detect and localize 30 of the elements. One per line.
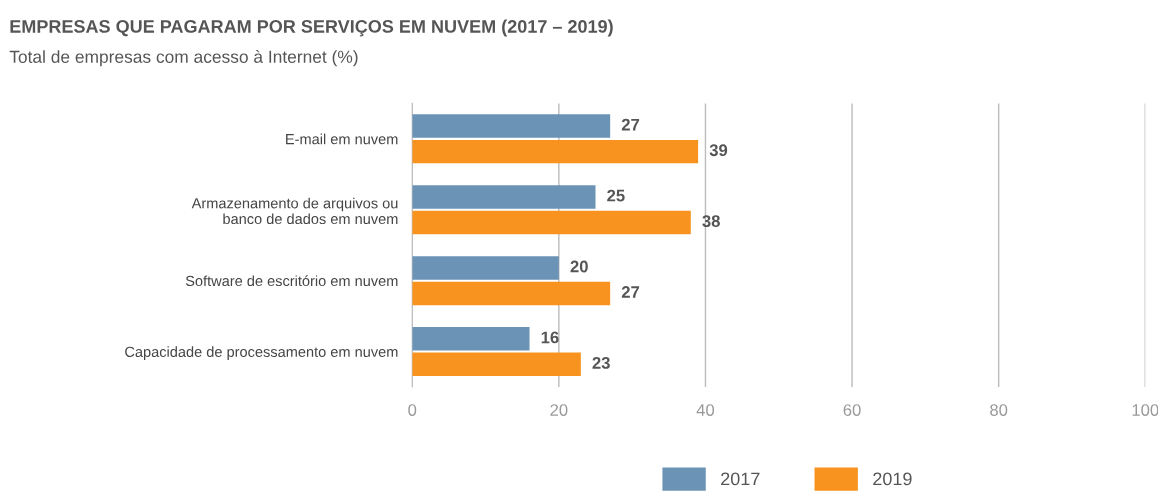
bar <box>412 281 611 306</box>
chart-title: EMPRESAS QUE PAGARAM POR SERVIÇOS EM NUVEM (2017 – 2019) <box>10 19 613 37</box>
legend-label: 2017 <box>721 472 760 486</box>
data-label: 27 <box>621 286 640 298</box>
x-tick-label: 80 <box>990 404 1008 416</box>
text: Total de empresas com acesso à Internet (%) <box>9 49 358 67</box>
x-tick-label: 0 <box>408 404 417 416</box>
x-tick-label: 100 <box>1132 404 1158 416</box>
data-label: 39 <box>709 144 728 157</box>
data-label: 16 <box>541 331 559 344</box>
x-tick-label: 20 <box>550 404 568 416</box>
data-label: 27 <box>621 118 640 131</box>
data-label: 23 <box>592 357 610 369</box>
bar <box>412 352 581 377</box>
data-label: 38 <box>702 215 720 228</box>
data-label: 20 <box>570 260 588 273</box>
legend-label: 2019 <box>873 472 912 486</box>
y-tick-label: E-mail em nuvem <box>286 133 398 145</box>
bar <box>412 256 559 280</box>
bar <box>412 210 691 235</box>
x-tick-label: 40 <box>696 404 715 416</box>
y-tick-label: Armazenamento de arquivos ou banco de dados em nuvem <box>191 197 398 225</box>
x-tick-label: 60 <box>843 404 861 416</box>
bar <box>412 185 596 209</box>
y-tick-label: Capacidade de processamento em nuvem <box>125 346 398 360</box>
data-label: 25 <box>607 189 625 202</box>
bar <box>412 327 530 351</box>
bar <box>412 139 699 164</box>
bar <box>412 114 611 138</box>
y-tick-label: Software de escritório em nuvem <box>185 275 398 287</box>
